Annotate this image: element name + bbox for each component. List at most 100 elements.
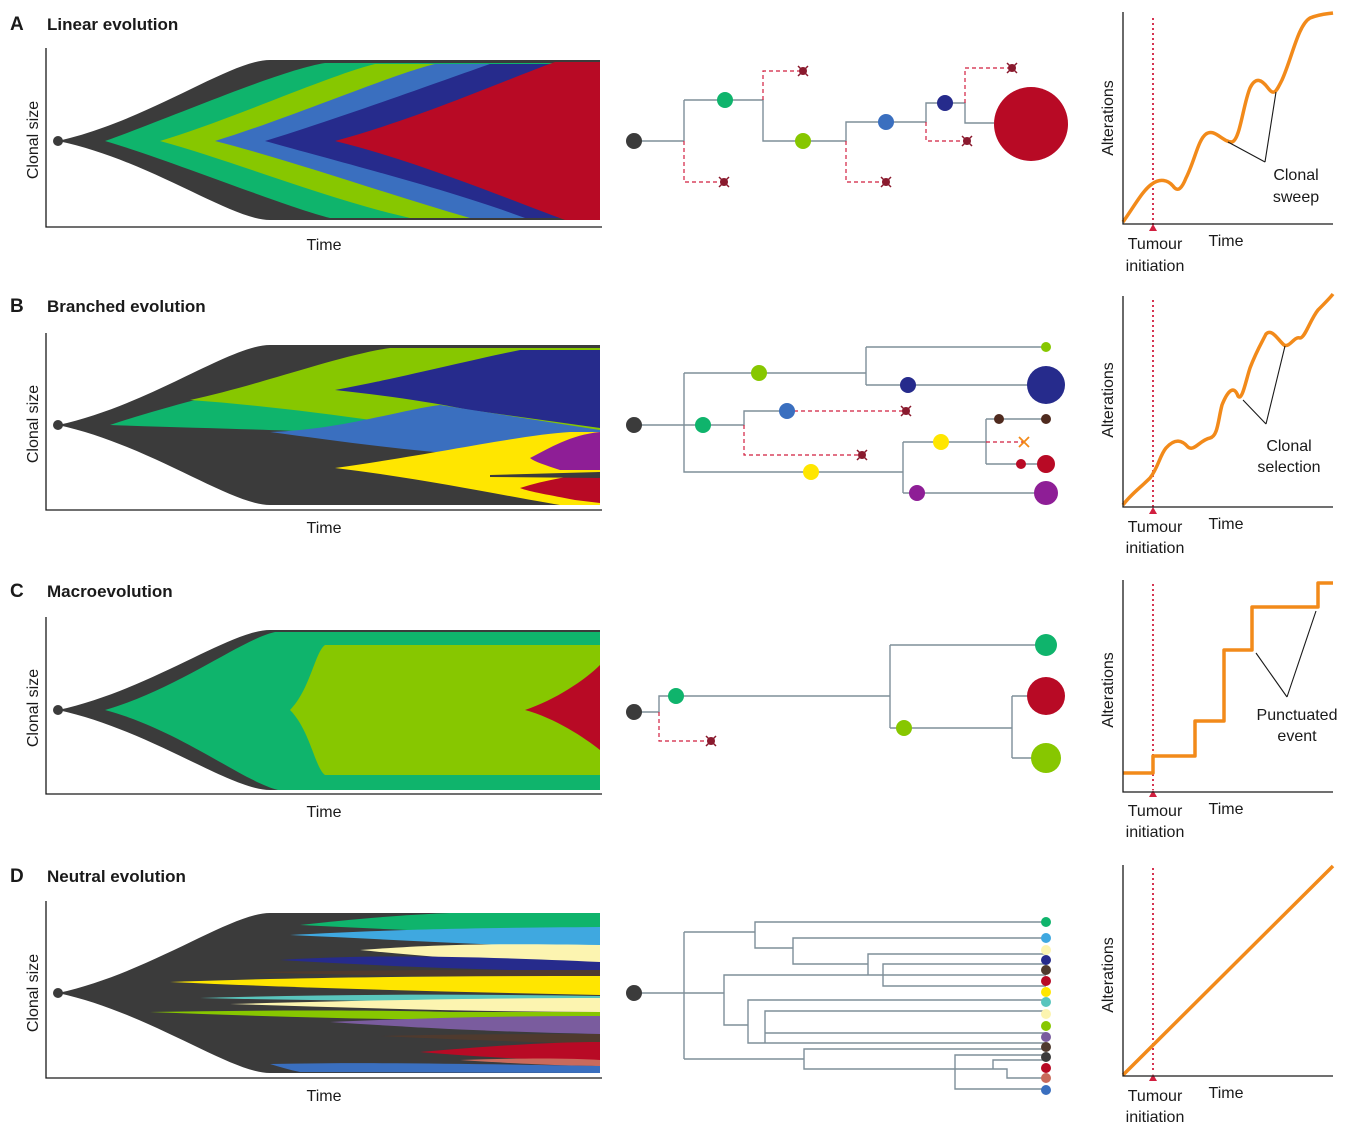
tree-node-blue: [779, 403, 795, 419]
panel-c-phylogeny: [626, 634, 1065, 773]
callout-line-1: Clonal: [1273, 167, 1318, 184]
initiation-label-2: initiation: [1126, 1109, 1185, 1126]
panel-b-y-label: Clonal size: [25, 385, 42, 463]
callout-line-1: Punctuated: [1257, 707, 1338, 724]
panel-a-title: Linear evolution: [47, 15, 178, 34]
red-clone: [520, 472, 600, 503]
extinct-markers: [718, 62, 1018, 188]
alterations-curve: [1121, 11, 1334, 224]
alterations-label: Alterations: [1100, 937, 1117, 1013]
founder-dot: [53, 988, 63, 998]
panel-c-x-label: Time: [307, 804, 342, 821]
initiation-label-1: Tumour: [1128, 1088, 1183, 1105]
panel-a-y-label: Clonal size: [25, 101, 42, 179]
panel-c-letter: C: [10, 581, 24, 602]
tree-root: [626, 417, 642, 433]
panel-c-y-label: Clonal size: [25, 669, 42, 747]
tree-leaf-purple: [1034, 481, 1058, 505]
panel-a-letter: A: [10, 14, 24, 35]
panel-c-axes: [45, 617, 602, 795]
red-clone: [525, 665, 600, 750]
panel-c-alterations-plot: Punctuated event Alterations Time Tumour…: [1100, 580, 1337, 841]
panel-c: C Macroevolution Clonal size Time: [10, 580, 1337, 841]
founder-dot: [53, 136, 63, 146]
panel-c-right-axes: [1122, 580, 1333, 793]
tree-leaf-red: [1027, 677, 1065, 715]
panel-c-fishplot: [53, 630, 600, 790]
tree-leaves: [1041, 917, 1051, 1095]
panel-b-letter: B: [10, 296, 24, 317]
tree-node-green: [668, 688, 684, 704]
time-label: Time: [1209, 1085, 1244, 1102]
initiation-label-1: Tumour: [1128, 803, 1183, 820]
initiation-marker: [1149, 790, 1157, 797]
tree-leaf-red: [1037, 455, 1055, 473]
tree-node-lime: [795, 133, 811, 149]
panel-c-title: Macroevolution: [47, 582, 173, 601]
panel-b-axes: [45, 333, 602, 511]
salmon-clone: [460, 1058, 600, 1066]
initiation-marker: [1149, 224, 1157, 231]
panel-d-axes: [45, 901, 602, 1079]
callout-leader: [1227, 91, 1277, 163]
callout-line-1: Clonal: [1266, 438, 1311, 455]
initiation-label-2: initiation: [1126, 258, 1185, 275]
extinct-markers: [856, 405, 1030, 461]
tree-node-blue: [878, 114, 894, 130]
panel-d-right-axes: [1122, 865, 1333, 1077]
panel-d-phylogeny: [626, 917, 1051, 1095]
alterations-label: Alterations: [1100, 652, 1117, 728]
panel-a: A Linear evolution Clonal size Time: [10, 11, 1334, 275]
founder-dot: [53, 420, 63, 430]
panel-a-fishplot: [53, 60, 600, 220]
yellow-clone: [170, 976, 600, 995]
alterations-curve: [1121, 864, 1335, 1077]
initiation-label-2: initiation: [1126, 824, 1185, 841]
tree-leaf-green: [1035, 634, 1057, 656]
purple-clone: [530, 432, 600, 470]
panel-d-letter: D: [10, 866, 24, 887]
panel-b-phylogeny: [626, 342, 1065, 505]
tree-node-navy: [937, 95, 953, 111]
panel-d: D Neutral evolution Clonal size Time: [10, 864, 1335, 1126]
founder-dot: [53, 705, 63, 715]
panel-a-x-label: Time: [307, 237, 342, 254]
tree-leaf-lime: [1031, 743, 1061, 773]
time-label: Time: [1209, 516, 1244, 533]
initiation-label-1: Tumour: [1128, 519, 1183, 536]
alterations-curve: [1121, 292, 1335, 507]
callout-line-2: sweep: [1273, 189, 1319, 206]
pale-yellow-clone: [360, 944, 600, 963]
panel-b: B Branched evolution Clonal size Time: [10, 292, 1335, 557]
tree-node-navy: [900, 377, 916, 393]
panel-a-alterations-plot: Clonal sweep Alterations Time Tumour ini…: [1100, 11, 1334, 275]
alterations-curve: [1123, 581, 1333, 775]
tree-node-yellow: [803, 464, 819, 480]
tree-root: [626, 704, 642, 720]
dark-sliver: [490, 472, 600, 478]
callout-line-2: selection: [1257, 459, 1320, 476]
light-blue-clone: [290, 927, 600, 948]
pale-yellow-clone-2: [230, 998, 600, 1012]
extinct-markers: [705, 735, 717, 747]
tree-node-purple: [909, 485, 925, 501]
tree-node-lime: [751, 365, 767, 381]
red-clone: [335, 62, 600, 220]
panel-d-x-label: Time: [307, 1088, 342, 1105]
navy-clone: [280, 956, 600, 972]
panel-a-phylogeny: [626, 62, 1068, 188]
tree-node-green: [717, 92, 733, 108]
panel-d-fishplot: [53, 913, 600, 1073]
callout-leader: [1255, 610, 1317, 698]
brown-clone: [250, 970, 600, 977]
navy-clone: [335, 350, 600, 428]
panel-b-fishplot: [53, 345, 600, 505]
panel-b-alterations-plot: Clonal selection Alterations Time Tumour…: [1100, 292, 1335, 557]
initiation-marker: [1149, 1074, 1157, 1081]
tree-node-lime: [896, 720, 912, 736]
tree-node-green: [695, 417, 711, 433]
tree-leaf-brown: [1041, 414, 1051, 424]
panel-d-y-label: Clonal size: [25, 954, 42, 1032]
tree-node-red: [1016, 459, 1026, 469]
